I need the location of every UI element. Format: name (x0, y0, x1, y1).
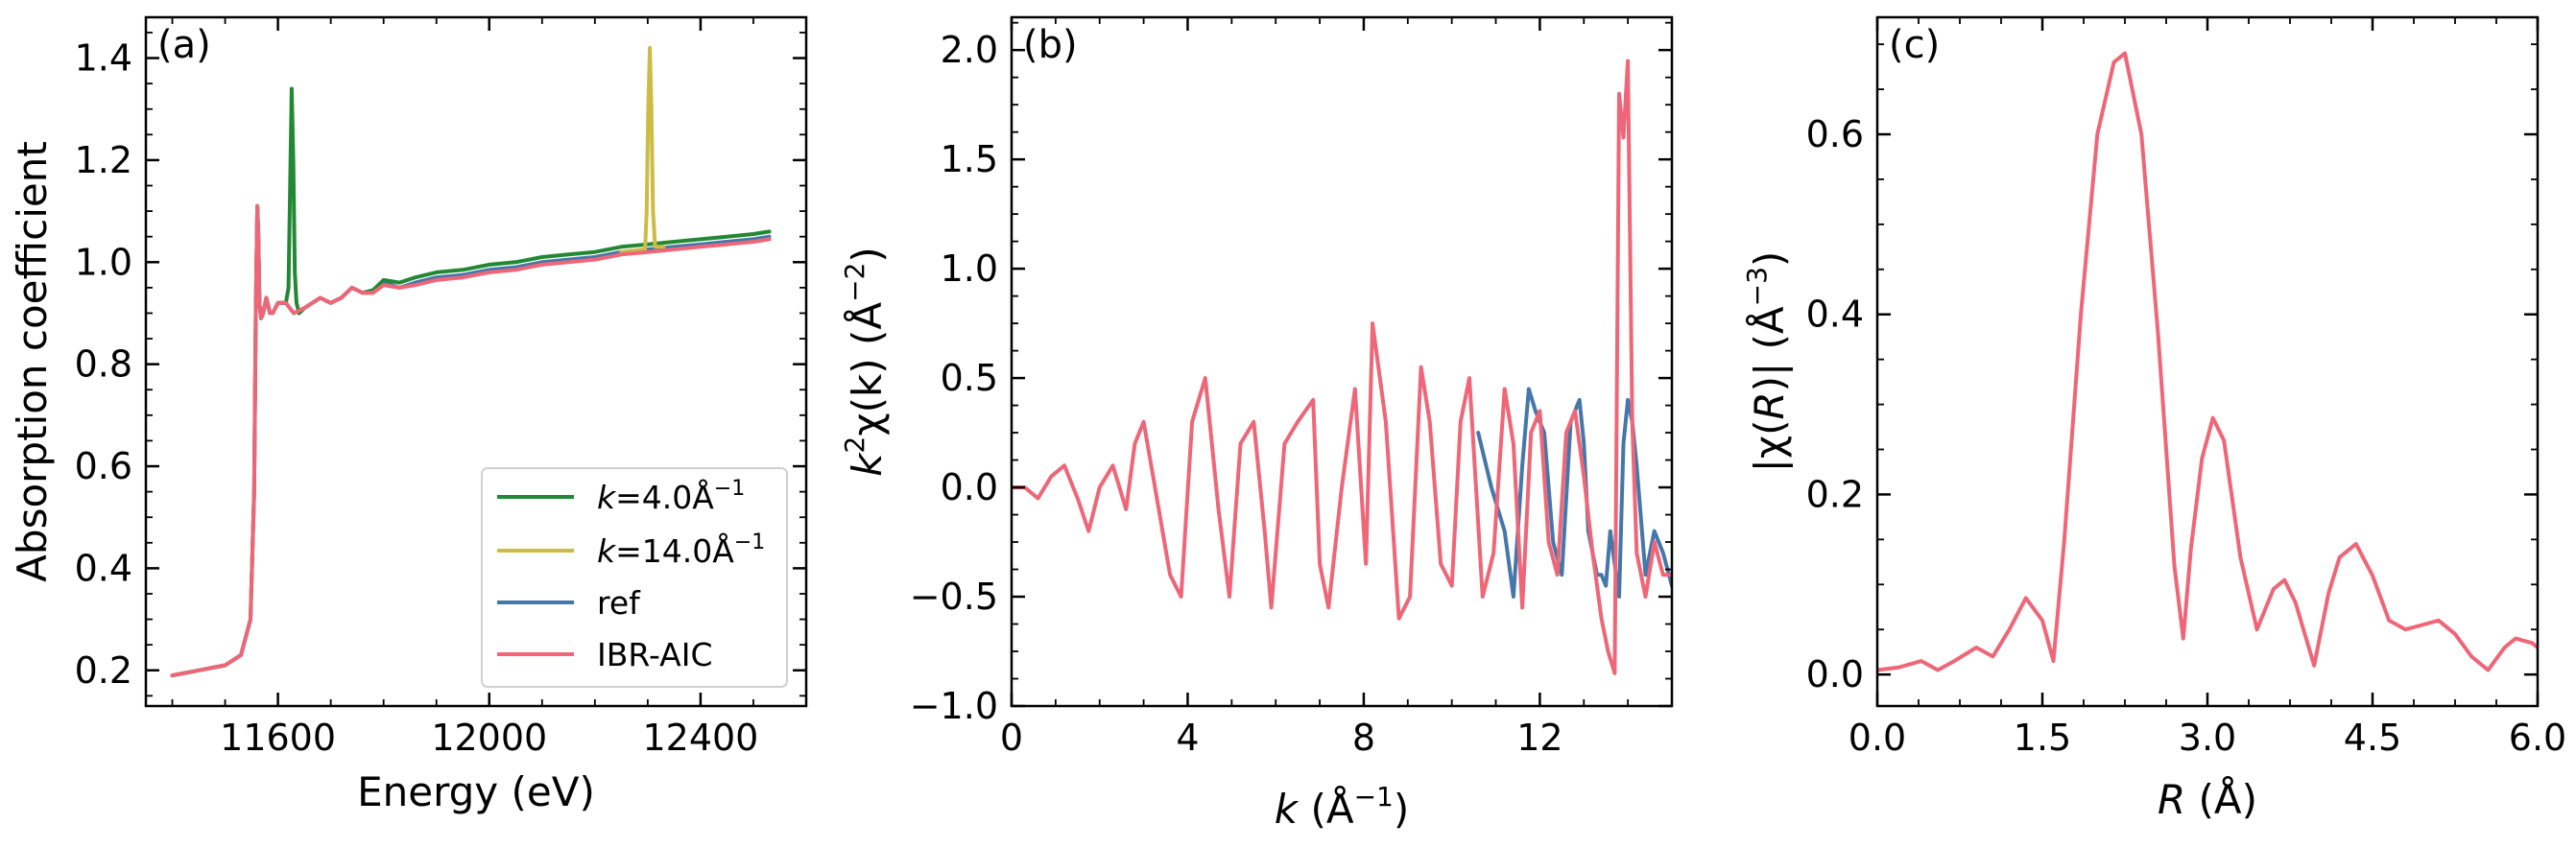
panel-a-ytick-label: 0.8 (75, 343, 132, 386)
panel-a-xtick-label: 12000 (431, 717, 547, 759)
panel-c-xtick-label: 0.0 (1849, 717, 1906, 759)
panel-a-xtick-label: 12400 (642, 717, 758, 759)
panel-c-ytick-label: 0.2 (1806, 473, 1864, 515)
panel-a-ytick-label: 1.2 (75, 139, 132, 181)
legend-entry-k14: k=14.0Å−1 (497, 530, 765, 570)
panel-b-series-ibr-aic (1012, 59, 1672, 675)
panel-b-ytick-label: 0.0 (941, 466, 998, 508)
panel-b-ytick-label: 0.5 (941, 357, 998, 399)
panel-a-frame (144, 15, 808, 708)
legend-label-ref: ref (597, 584, 641, 622)
legend-label-k14: k=14.0Å−1 (597, 530, 765, 570)
panel-c-xtick-label: 4.5 (2344, 717, 2401, 759)
panel-b-xlabel: k (Å−1) (1275, 781, 1409, 833)
legend-label-ibr-aic: IBR-AIC (597, 636, 713, 673)
panel-b-ytick-label: 1.5 (941, 138, 998, 180)
panel-a-xtick-label: 11600 (220, 717, 336, 759)
panel-a-ytick-label: 0.2 (75, 649, 132, 692)
panel-c-ticks: 0.0 1.5 3.0 4.5 6.0 0.0 0.2 0.4 0.6 (1806, 17, 2566, 759)
panel-c-xtick-label: 3.0 (2179, 717, 2236, 759)
panel-a-series (170, 45, 772, 678)
legend-label-k4: k=4.0Å−1 (597, 477, 745, 516)
legend-box (481, 467, 788, 688)
legend: k=4.0Å−1 k=14.0Å−1 ref IBR-AIC (481, 467, 788, 688)
panel-a-series-ibr-aic (170, 203, 772, 678)
panel-c-xtick-label: 6.0 (2509, 717, 2566, 759)
panel-a-ytick-label: 0.6 (75, 445, 132, 487)
legend-entry-ref: ref (497, 584, 641, 622)
panel-c-ytick-label: 0.0 (1806, 653, 1864, 695)
panel-a-ytick-label: 0.4 (75, 547, 132, 589)
panel-a-ytick-label: 1.0 (75, 241, 132, 283)
panel-b-frame (1010, 15, 1674, 708)
panel-a-ylabel: Absorption coefficient (9, 141, 56, 582)
panel-c-xlabel: R (Å) (2158, 775, 2257, 823)
panel-c-series-ibr-aic (1877, 51, 2538, 672)
panel-b-ticks: 0 4 8 12 −1.0 −0.5 0.0 0.5 1.0 1.5 2.0 (910, 17, 1673, 759)
panel-c-ytick-label: 0.6 (1806, 113, 1864, 155)
panel-b: 0 4 8 12 −1.0 −0.5 0.0 0.5 1.0 1.5 2.0 (b) k (Å−1)… (839, 15, 1674, 833)
panel-c-xtick-label: 1.5 (2014, 717, 2071, 759)
panel-a: 11600 12000 12400 0.2 0.4 0.6 0.8 1.0 1.2 1.4 (a)… (9, 15, 808, 815)
panel-c-frame (1875, 15, 2540, 708)
panel-b-xtick-label: 4 (1176, 717, 1199, 759)
panel-c-ytick-label: 0.4 (1806, 294, 1864, 336)
panel-b-xtick-label: 0 (1000, 717, 1023, 759)
panel-b-label: (b) (1023, 23, 1078, 67)
panel-a-label: (a) (157, 23, 211, 67)
panel-a-series-k-14-0-1 (619, 45, 666, 254)
panel-b-xtick-label: 8 (1352, 717, 1375, 759)
panel-b-ytick-label: 2.0 (941, 29, 998, 71)
panel-c-label: (c) (1889, 23, 1940, 67)
panel-b-ylabel: k2χ(k) (Å−2) (839, 247, 891, 477)
panel-a-ticks: 11600 12000 12400 0.2 0.4 0.6 0.8 1.0 1.2 1.4 (75, 17, 807, 759)
panel-c-ylabel: |χ(R)| (Å−3) (1741, 251, 1793, 473)
panel-b-ytick-label: −0.5 (910, 576, 998, 618)
panel-b-series (1012, 59, 1672, 675)
panel-b-ytick-label: 1.0 (941, 247, 998, 290)
panel-b-ytick-label: −1.0 (910, 685, 998, 727)
panel-a-xlabel: Energy (eV) (357, 768, 595, 815)
panel-c-series (1877, 51, 2538, 672)
legend-entry-ibr-aic: IBR-AIC (497, 636, 713, 673)
panel-c: 0.0 1.5 3.0 4.5 6.0 0.0 0.2 0.4 0.6 (c) R (Å) |χ… (1741, 15, 2566, 823)
panel-a-ytick-label: 1.4 (75, 37, 132, 80)
panel-b-xtick-label: 12 (1516, 717, 1562, 759)
legend-entry-k4: k=4.0Å−1 (497, 477, 745, 516)
